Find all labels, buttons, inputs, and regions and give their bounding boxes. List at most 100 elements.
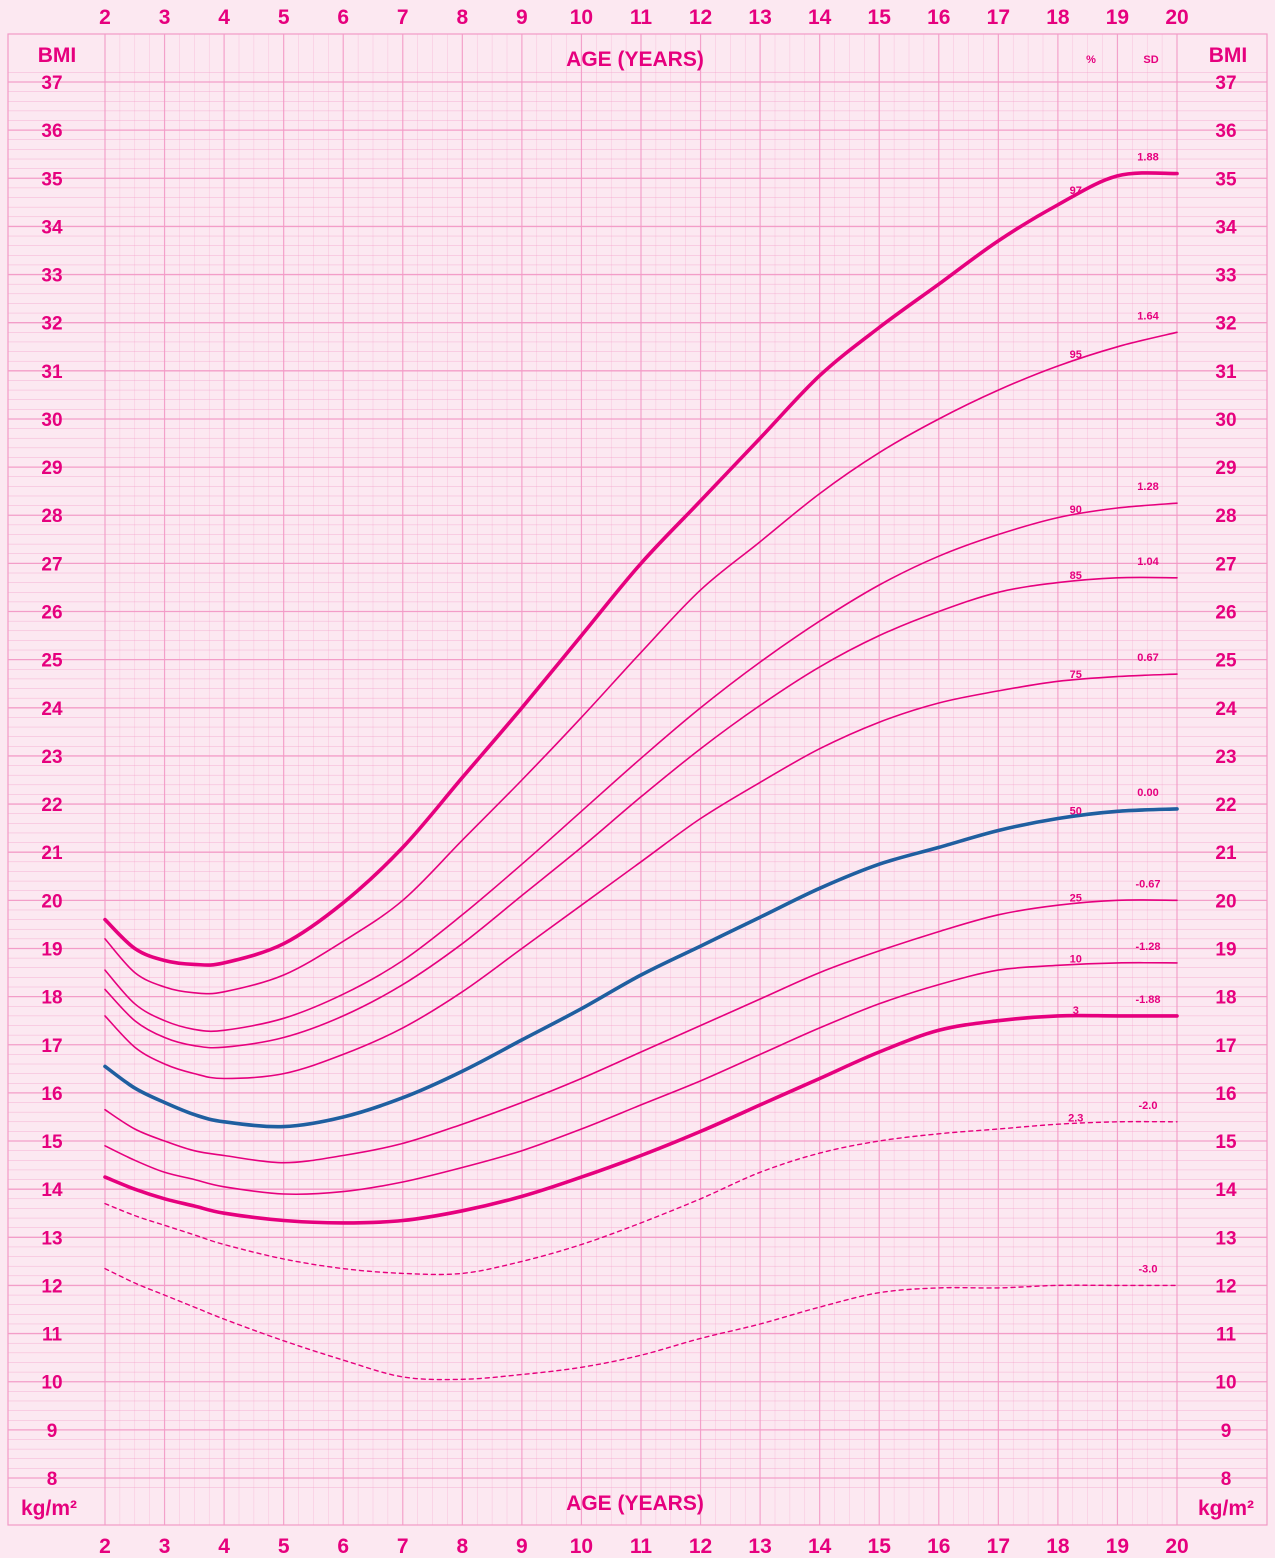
y-tick-label-right: 16 <box>1215 1084 1236 1105</box>
y-tick-label-left: 20 <box>41 891 62 912</box>
y-tick-label-left: 23 <box>41 747 62 768</box>
x-tick-label-bottom: 15 <box>868 1535 892 1558</box>
x-tick-label-top: 8 <box>456 6 468 29</box>
x-tick-label-bottom: 6 <box>337 1535 349 1558</box>
percentile-label-97: 97 <box>1070 185 1082 197</box>
y-tick-label-right: 9 <box>1221 1421 1232 1442</box>
x-tick-label-bottom: 8 <box>456 1535 468 1558</box>
y-tick-label-right: 17 <box>1215 1036 1236 1057</box>
y-tick-label-right: 23 <box>1215 747 1236 768</box>
series-line-50 <box>103 807 1179 1129</box>
x-tick-label-bottom: 16 <box>927 1535 950 1558</box>
y-tick-label-right: 10 <box>1215 1373 1236 1394</box>
series-line-10 <box>104 961 1178 1196</box>
x-tick-label-top: 4 <box>218 6 230 29</box>
y-tick-label-right: 14 <box>1215 1180 1237 1201</box>
series-line-25 <box>104 899 1178 1164</box>
y-tick-label-left: 14 <box>41 1180 63 1201</box>
y-tick-label-right: 12 <box>1215 1276 1236 1297</box>
x-tick-label-bottom: 13 <box>748 1535 771 1558</box>
percentile-label-85: 85 <box>1070 570 1082 582</box>
y-tick-label-left: 29 <box>41 458 62 479</box>
series-group: 97 1.88 95 1.64 90 1.28 85 1.04 75 0.67 50 0.00 25 -0… <box>103 151 1179 1381</box>
y-tick-label-left: 10 <box>41 1373 62 1394</box>
y-tick-label-right: 31 <box>1215 362 1237 383</box>
percentile-label-95: 95 <box>1070 349 1082 361</box>
series-line-85 <box>104 576 1178 1049</box>
x-tick-label-top: 9 <box>516 6 528 29</box>
x-tick-label-top: 3 <box>159 6 171 29</box>
x-tick-label-bottom: 10 <box>570 1535 593 1558</box>
sd-label-95: 1.64 <box>1137 310 1159 322</box>
y-tick-label-left: 11 <box>42 1325 63 1346</box>
y-tick-label-right: 27 <box>1215 554 1236 575</box>
y-tick-label-left: 35 <box>41 169 63 190</box>
y-tick-label-right: 35 <box>1215 169 1237 190</box>
x-tick-label-top: 10 <box>570 6 593 29</box>
y-tick-label-left: 34 <box>41 217 63 238</box>
x-tick-label-bottom: 7 <box>397 1535 409 1558</box>
x-tick-label-bottom: 18 <box>1046 1535 1070 1558</box>
sd-label-3: -1.88 <box>1135 994 1160 1006</box>
y-unit-label-right: kg/m² <box>1198 1497 1254 1520</box>
x-tick-label-bottom: 19 <box>1106 1535 1129 1558</box>
y-tick-label-right: 25 <box>1215 651 1237 672</box>
grid-group <box>8 34 1267 1525</box>
y-tick-label-left: 15 <box>41 1132 63 1153</box>
y-tick-label-right: 37 <box>1215 73 1236 94</box>
series-line-75 <box>104 673 1178 1080</box>
x-tick-label-bottom: 14 <box>808 1535 832 1558</box>
y-unit-label-left: kg/m² <box>21 1497 77 1520</box>
sd-label-97: 1.88 <box>1137 151 1158 163</box>
y-tick-label-left: 22 <box>41 795 62 816</box>
y-tick-label-left: 13 <box>41 1228 62 1249</box>
sd-label-10: -1.28 <box>1135 941 1160 953</box>
plot-frame <box>7 33 1268 1526</box>
y-tick-label-right: 20 <box>1215 891 1236 912</box>
y-tick-label-right: 26 <box>1215 603 1236 624</box>
y-tick-label-left: 25 <box>41 651 63 672</box>
y-tick-label-right: 15 <box>1215 1132 1237 1153</box>
y-tick-label-right: 18 <box>1215 988 1236 1009</box>
y-tick-label-right: 34 <box>1215 217 1237 238</box>
y-tick-label-right: 11 <box>1216 1325 1237 1346</box>
x-tick-label-bottom: 5 <box>278 1535 290 1558</box>
x-tick-label-bottom: 3 <box>159 1535 171 1558</box>
percentile-label-10: 10 <box>1070 954 1082 966</box>
series-line-95 <box>104 331 1178 995</box>
x-tick-label-top: 18 <box>1046 6 1070 29</box>
x-tick-label-top: 6 <box>337 6 349 29</box>
series-line-sd-3.0 <box>104 1267 1178 1381</box>
y-tick-label-right: 33 <box>1215 266 1236 287</box>
sd-label-50: 0.00 <box>1137 787 1158 799</box>
sd-label-sd-3.0: -3.0 <box>1139 1263 1158 1275</box>
y-tick-label-left: 12 <box>41 1276 62 1297</box>
y-tick-label-right: 28 <box>1215 506 1236 527</box>
x-tick-label-bottom: 2 <box>99 1535 111 1558</box>
x-tick-label-top: 14 <box>808 6 832 29</box>
y-tick-label-left: 26 <box>41 603 62 624</box>
x-tick-label-top: 19 <box>1106 6 1129 29</box>
x-tick-label-bottom: 12 <box>689 1535 712 1558</box>
y-tick-label-left: 8 <box>47 1469 58 1490</box>
y-tick-label-right: 24 <box>1215 699 1237 720</box>
y-tick-label-left: 28 <box>41 506 62 527</box>
x-tick-label-bottom: 17 <box>987 1535 1010 1558</box>
y-tick-label-right: 32 <box>1215 314 1236 335</box>
y-tick-label-left: 36 <box>41 121 62 142</box>
x-tick-label-top: 17 <box>987 6 1010 29</box>
x-tick-label-bottom: 20 <box>1165 1535 1188 1558</box>
sd-label-90: 1.28 <box>1137 481 1158 493</box>
x-tick-label-top: 11 <box>630 6 653 29</box>
sd-label-2.3: -2.0 <box>1139 1100 1158 1112</box>
x-axis-title-bottom: AGE (YEARS) <box>566 1492 704 1515</box>
percentile-label-2.3: 2.3 <box>1068 1112 1083 1124</box>
x-tick-label-top: 2 <box>99 6 111 29</box>
series-line-2.3 <box>104 1120 1178 1276</box>
y-tick-label-left: 31 <box>41 362 63 383</box>
x-tick-label-bottom: 9 <box>516 1535 528 1558</box>
y-tick-label-left: 19 <box>41 939 62 960</box>
series-line-90 <box>104 502 1178 1033</box>
y-tick-label-left: 37 <box>41 73 62 94</box>
